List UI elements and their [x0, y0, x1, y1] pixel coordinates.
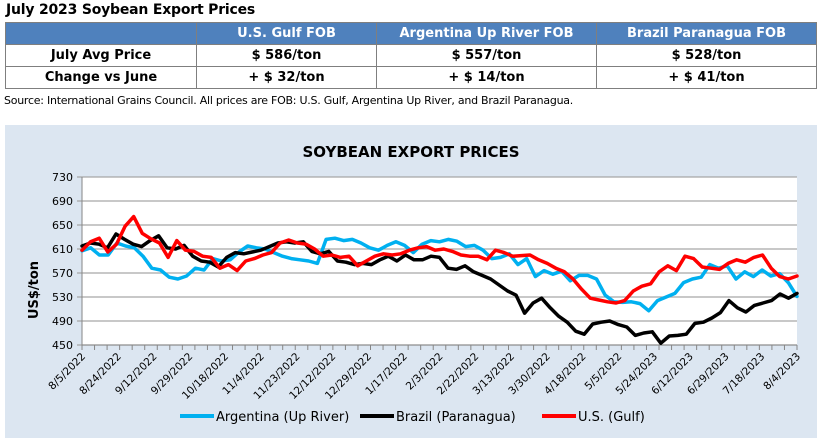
cell-us: $ 586/ton	[196, 44, 377, 67]
y-tick-label: 570	[52, 267, 73, 280]
export-prices-table: U.S. Gulf FOB Argentina Up River FOB Bra…	[5, 22, 817, 89]
table-header-row: U.S. Gulf FOB Argentina Up River FOB Bra…	[5, 22, 817, 45]
series-line-argentina-up-river	[80, 236, 799, 313]
row-label: July Avg Price	[5, 44, 197, 67]
chart-title: SOYBEAN EXPORT PRICES	[302, 143, 519, 161]
y-tick-label: 690	[52, 195, 73, 208]
header-us-gulf: U.S. Gulf FOB	[196, 22, 377, 45]
series-line-u-s-gulf	[80, 214, 799, 305]
y-axis-label: US$/ton	[27, 261, 42, 319]
cell-argentina: $ 557/ton	[376, 44, 597, 67]
y-tick-label: 650	[52, 219, 73, 232]
row-label: Change vs June	[5, 66, 197, 89]
header-corner	[5, 22, 197, 45]
y-tick-label: 730	[52, 171, 73, 184]
y-tick-label: 450	[52, 339, 73, 352]
legend-label: U.S. (Gulf)	[578, 410, 645, 425]
plot-area	[82, 177, 797, 345]
cell-us: + $ 32/ton	[196, 66, 377, 89]
table-title: July 2023 Soybean Export Prices	[6, 2, 256, 18]
source-note: Source: International Grains Council. Al…	[4, 94, 574, 107]
header-argentina: Argentina Up River FOB	[376, 22, 597, 45]
legend-label: Argentina (Up River)	[216, 410, 349, 425]
cell-brazil: + $ 41/ton	[596, 66, 817, 89]
y-tick-label: 530	[52, 291, 73, 304]
y-tick-label: 490	[52, 315, 73, 328]
legend-label: Brazil (Paranagua)	[396, 410, 516, 425]
x-tick-label: 8/4/2023	[761, 351, 803, 393]
table-row: Change vs June + $ 32/ton + $ 14/ton + $…	[5, 66, 817, 89]
y-tick-label: 610	[52, 243, 73, 256]
series-line-brazil-paranagua	[80, 232, 799, 345]
cell-argentina: + $ 14/ton	[376, 66, 597, 89]
